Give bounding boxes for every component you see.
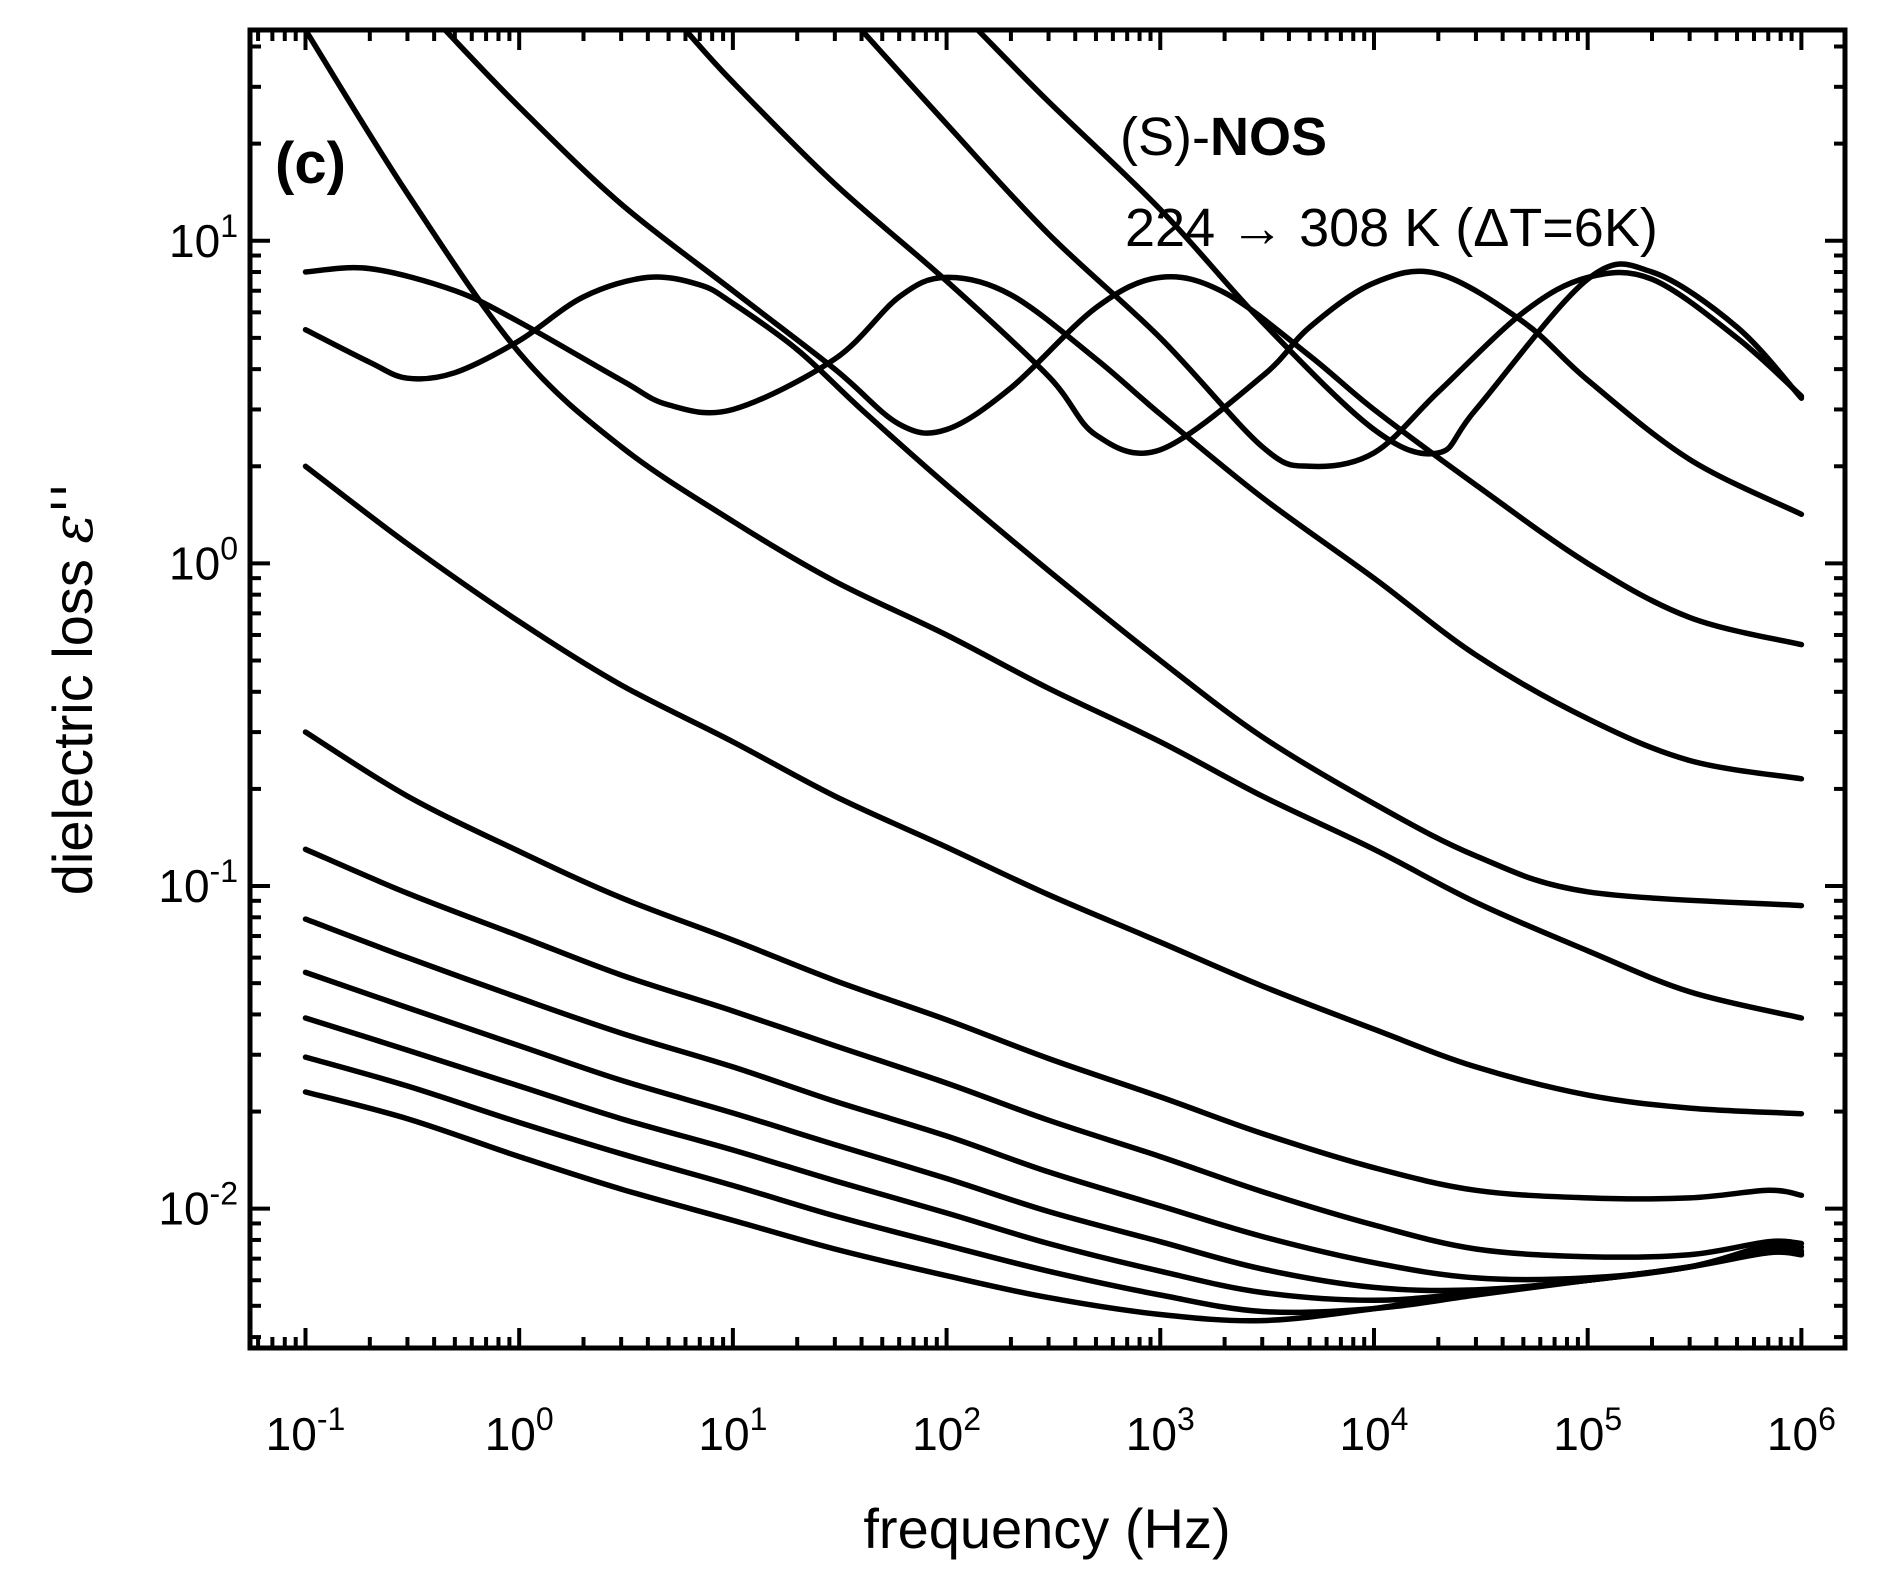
x-tick-label-exponent: 0	[536, 1401, 554, 1437]
series-line-296-k: 296 K	[682, 30, 1805, 518]
y-axis-title-symbol: ε''	[41, 483, 106, 544]
x-tick-label: 101	[698, 1401, 767, 1460]
y-axis-title-text: dielectric loss	[41, 544, 104, 896]
series-line-272-k: 272 K	[302, 30, 1805, 1021]
x-tick-label-base: 10	[1126, 1408, 1177, 1460]
x-tick-label-base: 10	[912, 1408, 963, 1460]
series-line-302-k: 302 K	[858, 30, 1805, 470]
x-tick-label: 104	[1339, 1401, 1408, 1460]
x-tick-label-exponent: 1	[750, 1401, 768, 1437]
x-tick-label: 100	[485, 1401, 554, 1460]
y-tick-label: 100	[169, 530, 238, 589]
y-tick-label-base: 10	[158, 1183, 209, 1235]
x-tick-label-exponent: -1	[317, 1401, 345, 1437]
x-tick-label-base: 10	[1553, 1408, 1604, 1460]
series-line-284-k: 284 K	[302, 264, 1805, 782]
series-group: 224 K230 K236 K242 K248 K254 K260 K266 K…	[302, 30, 1805, 1324]
x-tick-label-base: 10	[1767, 1408, 1818, 1460]
x-tick-label: 102	[912, 1401, 981, 1460]
series-line-278-k: 278 K	[302, 274, 1805, 909]
chart-subtitle: 224 → 308 K (ΔT=6K)	[1125, 198, 1658, 258]
x-tick-label: 105	[1553, 1401, 1622, 1460]
chart-title: (S)-NOS	[1120, 107, 1327, 167]
y-tick-label-exponent: 1	[220, 208, 238, 244]
y-axis-title: dielectric loss ε''	[41, 483, 106, 896]
y-tick-label-exponent: -1	[210, 853, 238, 889]
series-line-260-k: 260 K	[302, 729, 1805, 1202]
x-tick-label-exponent: 2	[963, 1401, 981, 1437]
x-tick-label: 10-1	[266, 1401, 346, 1460]
y-tick-label-exponent: 0	[220, 530, 238, 566]
y-tick-label-base: 10	[158, 860, 209, 912]
title-prefix: (S)-	[1120, 107, 1210, 167]
x-tick-label-base: 10	[266, 1408, 317, 1460]
x-tick-labels: 10-1 100 101 102 103 104 105 106	[266, 1401, 1836, 1460]
plot-frame	[247, 27, 1848, 1351]
series-line-308-k: 308 K	[975, 30, 1805, 457]
y-tick-label-base: 10	[169, 537, 220, 589]
x-tick-label-base: 10	[485, 1408, 536, 1460]
y-tick-label-exponent: -2	[210, 1176, 238, 1212]
x-tick-label: 106	[1767, 1401, 1836, 1460]
series-line-248-k: 248 K	[302, 916, 1805, 1283]
series-line-254-k: 254 K	[302, 846, 1805, 1260]
x-tick-label-exponent: 3	[1177, 1401, 1195, 1437]
title-bold: NOS	[1210, 107, 1327, 167]
x-tick-label-exponent: 6	[1818, 1401, 1836, 1437]
panel-label: (c)	[275, 131, 346, 196]
x-tick-label: 103	[1126, 1401, 1195, 1460]
y-tick-label: 10-2	[158, 1176, 238, 1235]
y-tick-label-base: 10	[169, 215, 220, 267]
x-tick-label-exponent: 4	[1391, 1401, 1409, 1437]
y-tick-label: 10-1	[158, 853, 238, 912]
x-tick-label-exponent: 5	[1604, 1401, 1622, 1437]
x-axis-title: frequency (Hz)	[863, 1497, 1230, 1560]
y-tick-label: 101	[169, 208, 238, 267]
series-line-290-k: 290 K	[442, 30, 1805, 648]
x-tick-label-base: 10	[1339, 1408, 1390, 1460]
x-tick-label-base: 10	[698, 1408, 749, 1460]
series-line-266-k: 266 K	[302, 463, 1805, 1117]
